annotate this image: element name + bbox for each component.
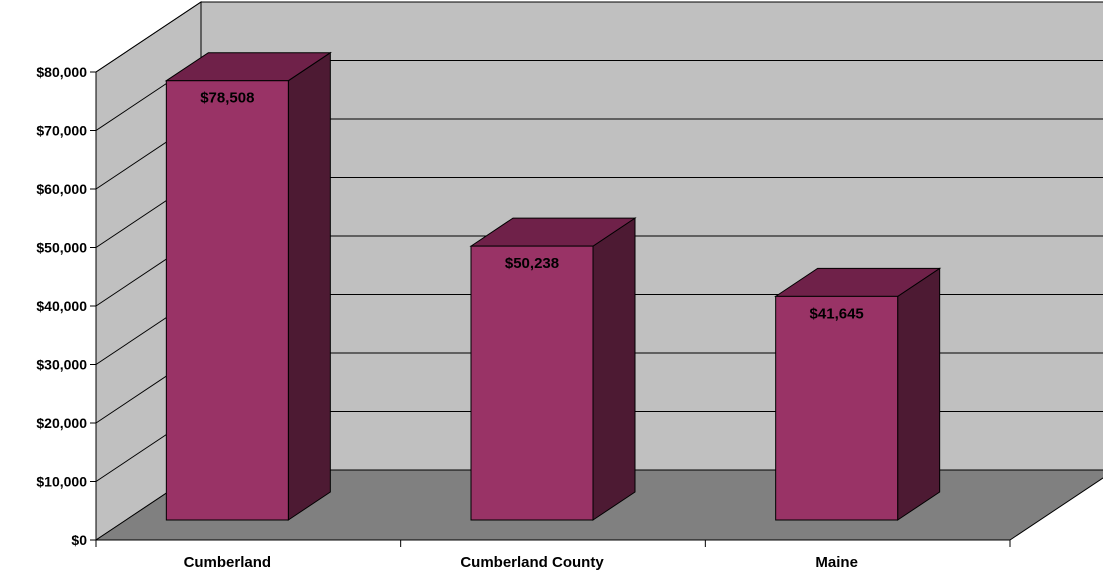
y-tick-label: $80,000 [36,64,87,80]
y-tick-label: $10,000 [36,474,87,490]
bar-front [470,245,594,521]
x-axis-ticks: Cumberland Cumberland County Maine [95,540,1011,571]
data-labels: $78,508 $50,238 $41,645 [200,90,864,323]
data-label: $41,645 [810,305,864,322]
data-label: $50,238 [505,255,559,272]
bar [469,217,637,521]
x-tick-label: Cumberland County [460,554,604,571]
x-tick-label: Cumberland [184,554,272,571]
bar [774,267,942,521]
bars [164,51,942,521]
x-tick-label: Maine [815,554,858,571]
y-axis-ticks: $0 $10,000 $20,000 $30,000 $40,000 $50,000 $60… [36,64,96,548]
bar-side [897,267,941,521]
bar-front [775,295,899,521]
gridline [95,1,1103,73]
y-tick-label: $40,000 [36,298,87,314]
bar-side [287,51,331,521]
bar-side [592,217,636,521]
y-tick-label: $70,000 [36,123,87,139]
y-tick-label: $30,000 [36,357,87,373]
bar-front [165,80,289,521]
y-tick-label: $0 [71,532,87,548]
y-tick-label: $60,000 [36,181,87,197]
bar [164,51,332,521]
data-label: $78,508 [200,90,254,107]
y-tick-label: $50,000 [36,240,87,256]
y-tick-label: $20,000 [36,415,87,431]
